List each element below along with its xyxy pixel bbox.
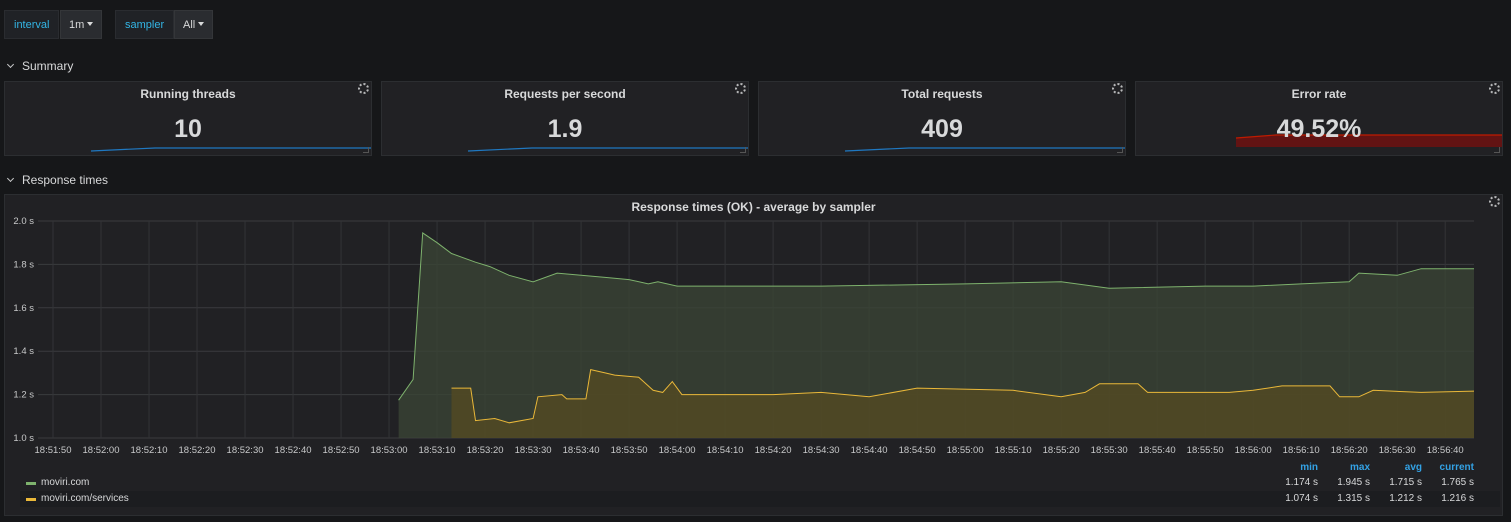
caret-down-icon [198,22,205,26]
legend-color-swatch[interactable] [26,482,36,485]
x-tick-label: 18:54:40 [851,445,888,456]
x-tick-label: 18:52:50 [323,445,360,456]
stat-value: 409 [921,115,963,143]
interval-variable-label: interval [4,10,60,39]
panel-title[interactable]: Error rate [1291,87,1347,101]
sparkline [844,147,1125,152]
x-tick-label: 18:53:10 [419,445,456,456]
legend-avg: 1.212 s [1389,493,1422,504]
x-tick-label: 18:52:30 [227,445,264,456]
x-tick-label: 18:54:50 [899,445,936,456]
series-line[interactable] [398,231,1474,401]
resize-handle-icon[interactable] [1494,147,1500,153]
x-tick-label: 18:56:00 [1235,445,1272,456]
x-tick-label: 18:53:00 [371,445,408,456]
sparkline [467,147,748,152]
y-tick-label: 1.6 s [13,303,34,314]
legend-max: 1.945 s [1337,477,1370,488]
panel-title[interactable]: Running threads [140,87,236,101]
panel-title[interactable]: Total requests [901,87,983,101]
legend-min: 1.074 s [1285,493,1318,504]
sampler-value: All [183,19,196,31]
stat-panel-running-threads: Running threads 10 [4,81,372,156]
y-tick-label: 1.0 s [13,433,34,444]
x-tick-label: 18:51:50 [35,445,72,456]
row-response-times[interactable]: Response times [6,173,108,187]
interval-dropdown[interactable]: 1m [60,10,103,39]
x-tick-label: 18:53:50 [611,445,648,456]
x-tick-label: 18:53:30 [515,445,552,456]
legend-series-name[interactable]: moviri.com [41,477,90,488]
y-tick-label: 1.4 s [13,346,34,357]
legend-current: 1.765 s [1441,477,1474,488]
series-area [451,369,1475,438]
stat-value: 49.52% [1276,115,1362,143]
x-tick-label: 18:55:50 [1187,445,1224,456]
x-tick-label: 18:55:20 [1043,445,1080,456]
stat-panel-error-rate: Error rate 49.52% [1135,81,1503,156]
x-tick-label: 18:52:40 [275,445,312,456]
settings-icon[interactable] [735,83,746,94]
y-tick-label: 2.0 s [13,216,34,227]
interval-value: 1m [69,19,85,31]
resize-handle-icon[interactable] [1117,147,1123,153]
sparkline [1235,134,1502,147]
panel-title[interactable]: Requests per second [504,87,626,101]
sampler-variable-label: sampler [115,10,175,39]
row-title: Response times [22,173,109,187]
x-tick-label: 18:52:20 [179,445,216,456]
x-tick-label: 18:56:40 [1427,445,1464,456]
x-tick-label: 18:56:30 [1379,445,1416,456]
stat-value: 1.9 [547,115,583,143]
settings-icon[interactable] [1112,83,1123,94]
resize-handle-icon[interactable] [363,147,369,153]
legend-series-name[interactable]: moviri.com/services [41,493,129,504]
row-title: Summary [22,59,74,73]
x-tick-label: 18:54:10 [707,445,744,456]
legend-item-moviri-com-services[interactable]: moviri.com/services 1.074 s 1.315 s 1.21… [20,491,1500,507]
legend-max: 1.315 s [1337,493,1370,504]
legend-item-moviri-com[interactable]: moviri.com 1.174 s 1.945 s 1.715 s 1.765… [20,475,1500,491]
y-tick-label: 1.8 s [13,259,34,270]
settings-icon[interactable] [358,83,369,94]
legend-header-current[interactable]: current [1439,462,1474,473]
legend-header-avg[interactable]: avg [1404,462,1422,473]
x-tick-label: 18:55:10 [995,445,1032,456]
x-tick-label: 18:52:00 [83,445,120,456]
x-tick-label: 18:56:20 [1331,445,1368,456]
stat-panel-requests-per-second: Requests per second 1.9 [381,81,749,156]
resize-handle-icon[interactable] [740,147,746,153]
stat-value: 10 [174,115,202,143]
x-tick-label: 18:55:30 [1091,445,1128,456]
legend-min: 1.174 s [1285,477,1318,488]
legend-color-swatch[interactable] [26,498,36,501]
settings-icon[interactable] [1489,196,1500,207]
legend-header-max[interactable]: max [1349,462,1370,473]
caret-down-icon [87,22,94,26]
series-line[interactable] [451,368,1475,424]
legend-current: 1.216 s [1441,493,1474,504]
x-tick-label: 18:56:10 [1283,445,1320,456]
panel-title[interactable]: Response times (OK) - average by sampler [631,200,876,214]
row-summary[interactable]: Summary [6,59,73,73]
x-tick-label: 18:54:30 [803,445,840,456]
x-tick-label: 18:55:00 [947,445,984,456]
x-tick-label: 18:54:00 [659,445,696,456]
y-tick-label: 1.2 s [13,390,34,401]
sparkline [90,147,371,152]
stat-panel-total-requests: Total requests 409 [758,81,1126,156]
x-tick-label: 18:52:10 [131,445,168,456]
legend-avg: 1.715 s [1389,477,1422,488]
x-tick-label: 18:54:20 [755,445,792,456]
x-tick-label: 18:53:20 [467,445,504,456]
settings-icon[interactable] [1489,83,1500,94]
legend-header-min[interactable]: min [1300,462,1318,473]
sampler-dropdown[interactable]: All [174,10,214,39]
x-tick-label: 18:55:40 [1139,445,1176,456]
x-tick-label: 18:53:40 [563,445,600,456]
